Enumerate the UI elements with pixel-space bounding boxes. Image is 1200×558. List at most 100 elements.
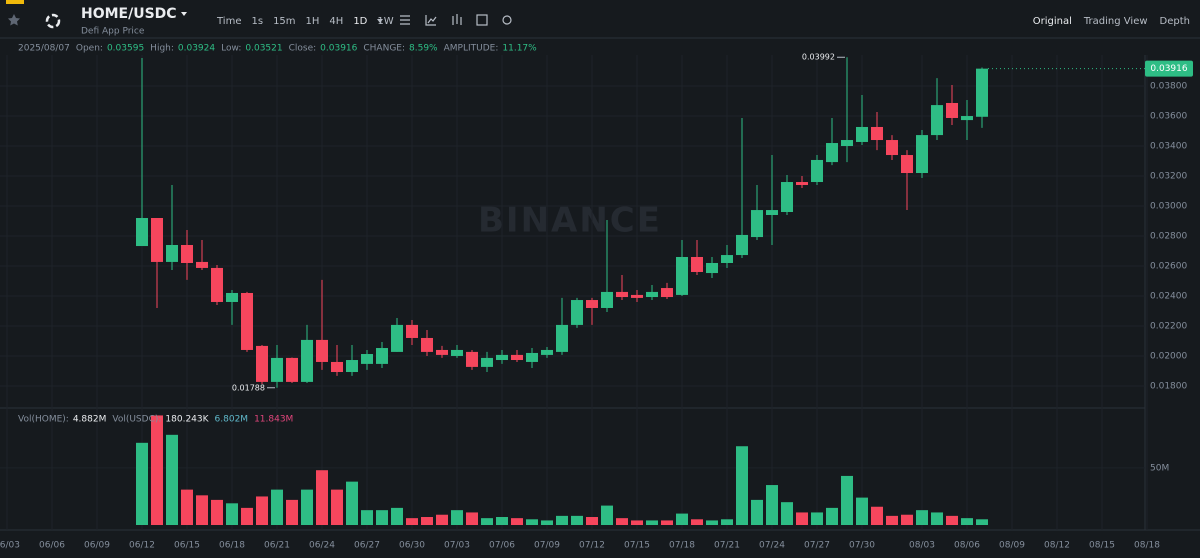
indicator-icon[interactable] xyxy=(400,15,410,25)
view-option[interactable]: Depth xyxy=(1160,16,1190,27)
info-label: Open: xyxy=(76,44,103,54)
candle-body xyxy=(796,182,808,186)
watermark: BINANCE xyxy=(478,201,662,241)
volume-bar xyxy=(661,520,673,525)
x-tick-label: 06/24 xyxy=(309,541,335,551)
last-price-tag xyxy=(1145,60,1193,77)
candle-body xyxy=(676,256,688,295)
y-tick-label: 0.03200 xyxy=(1150,172,1187,182)
candle-body xyxy=(226,292,238,302)
y-tick-label: 0.03800 xyxy=(1150,82,1187,92)
x-tick-label: 06/03 xyxy=(0,541,20,551)
view-option[interactable]: Original xyxy=(1033,16,1072,27)
interval-option[interactable]: 15m xyxy=(273,16,295,27)
volume-legend-value: 11.843M xyxy=(254,415,293,425)
info-label: AMPLITUDE: xyxy=(444,44,499,54)
chart-type-icon[interactable] xyxy=(425,15,437,26)
volume-bar xyxy=(511,518,523,525)
volume-bar xyxy=(136,442,148,525)
info-value: 8.59% xyxy=(409,44,438,54)
candle-body xyxy=(841,140,853,147)
volume-bar xyxy=(406,518,418,525)
volume-legend-value: 6.802M xyxy=(215,415,249,425)
candle-body xyxy=(346,360,358,373)
candle-icon[interactable] xyxy=(452,14,462,25)
x-tick-label: 06/21 xyxy=(264,541,290,551)
interval-dropdown[interactable] xyxy=(377,19,383,23)
y-tick-label: 0.02400 xyxy=(1150,291,1187,301)
view-option[interactable]: Trading View xyxy=(1083,16,1148,27)
interval-option[interactable]: 1D xyxy=(353,16,367,27)
volume-bar xyxy=(676,513,688,525)
volume-bar xyxy=(496,517,508,525)
candle-body xyxy=(706,262,718,274)
volume-bar xyxy=(436,514,448,525)
volume-bar xyxy=(946,515,958,525)
volume-bar xyxy=(526,519,538,525)
x-tick-label: 06/18 xyxy=(219,541,245,551)
candle-body xyxy=(136,218,148,247)
volume-bar xyxy=(931,512,943,525)
x-tick-label: 06/09 xyxy=(84,541,110,551)
x-tick-label: 08/03 xyxy=(909,541,935,551)
y-tick-label: 0.02000 xyxy=(1150,351,1187,361)
x-tick-label: 07/18 xyxy=(669,541,695,551)
volume-bar xyxy=(976,519,988,525)
volume-legend-label: Vol(USDC): xyxy=(112,415,161,425)
volume-bar xyxy=(901,514,913,525)
volume-bar xyxy=(841,475,853,525)
candle-body xyxy=(916,135,928,174)
candle-body xyxy=(631,294,643,298)
interval-bar: Time 1s 15m 1H 4H 1D 1W xyxy=(216,16,394,27)
toolbar xyxy=(0,0,1200,38)
volume-bar xyxy=(166,434,178,525)
settings-icon[interactable] xyxy=(502,15,512,25)
volume-bar xyxy=(556,515,568,525)
volume-bar xyxy=(241,507,253,525)
volume-bar xyxy=(346,481,358,525)
volume-bar xyxy=(736,446,748,525)
volume-bar xyxy=(391,507,403,525)
x-tick-label: 08/06 xyxy=(954,541,980,551)
interval-option[interactable]: 4H xyxy=(329,16,343,27)
candle-body xyxy=(946,102,958,118)
info-value: 0.03916 xyxy=(320,44,357,54)
candle-body xyxy=(886,140,898,156)
annotation-label: 0.03992 xyxy=(802,53,835,62)
interval-option[interactable]: 1W xyxy=(377,16,393,27)
candle-body xyxy=(376,348,388,364)
candle-body xyxy=(181,244,193,263)
volume-bar xyxy=(226,503,238,525)
layout-icon[interactable] xyxy=(476,14,488,26)
symbol[interactable]: HOME/USDC xyxy=(81,6,177,22)
favorite-icon[interactable] xyxy=(7,14,20,26)
candle-body xyxy=(871,126,883,141)
info-row: 2025/08/07 Open: 0.03595 High: 0.03924 Low: 0.… xyxy=(18,44,537,54)
x-tick-label: 08/09 xyxy=(999,541,1025,551)
info-label: Low: xyxy=(221,44,241,54)
candle-body xyxy=(751,210,763,238)
tool-icons xyxy=(400,14,512,26)
symbol-dropdown[interactable] xyxy=(181,12,187,16)
candle-body xyxy=(391,324,403,352)
y-tick-label: 0.01800 xyxy=(1150,381,1187,391)
candle-body xyxy=(211,267,223,302)
interval-option[interactable]: Time xyxy=(216,16,241,27)
interval-option[interactable]: 1H xyxy=(306,16,320,27)
plot: 0.03992 0.01788 0.03916 Vol(HOME): 4.882M Vol… xyxy=(18,53,1193,525)
candle-body xyxy=(661,288,673,298)
interval-option[interactable]: 1s xyxy=(251,16,263,27)
volume-bar xyxy=(631,520,643,525)
x-tick-label: 07/12 xyxy=(579,541,605,551)
volume-legend-label: Vol(HOME): xyxy=(18,415,69,425)
volume-bar xyxy=(196,495,208,525)
candle-body xyxy=(961,116,973,121)
candle-body xyxy=(931,105,943,136)
volume-bar xyxy=(601,505,613,525)
volume-bar xyxy=(616,518,628,525)
candle-body xyxy=(481,357,493,367)
info-label: CHANGE: xyxy=(363,44,405,54)
subtitle[interactable]: Defi App Price xyxy=(81,27,145,37)
candle-body xyxy=(436,349,448,355)
